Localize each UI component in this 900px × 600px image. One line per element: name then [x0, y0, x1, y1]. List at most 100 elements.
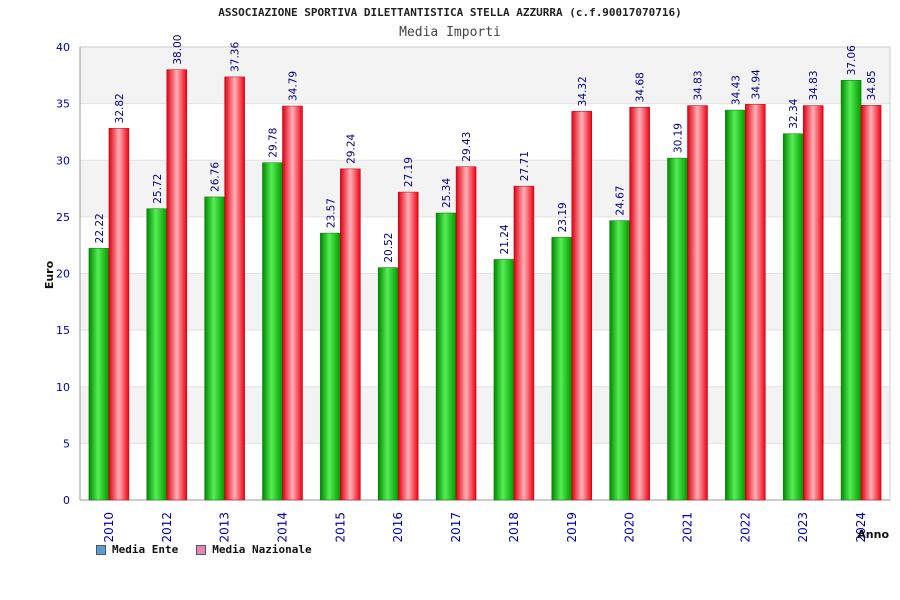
bar-media-nazionale — [513, 185, 535, 501]
bar-media-nazionale — [629, 106, 650, 501]
x-tick-label: 2017 — [449, 512, 463, 543]
legend-label-nazionale: Media Nazionale — [212, 543, 312, 556]
x-tick-label: 2021 — [681, 512, 695, 543]
bar-media-nazionale — [745, 104, 766, 501]
bar-media-nazionale — [860, 105, 882, 501]
data-label: 27.19 — [403, 157, 415, 187]
data-label: 29.43 — [461, 132, 473, 162]
y-tick-label: 30 — [56, 154, 70, 167]
data-label: 25.34 — [441, 178, 453, 208]
grid-band — [80, 386, 890, 444]
legend-swatch-nazionale — [196, 544, 207, 555]
bar-media-ente — [262, 162, 283, 501]
x-tick-label: 2020 — [623, 512, 637, 543]
bar-media-nazionale — [340, 168, 361, 501]
bar-media-ente — [667, 157, 688, 501]
bar-media-ente — [493, 259, 515, 501]
bar-media-ente — [204, 196, 225, 501]
data-label: 22.22 — [94, 213, 106, 243]
x-tick-label: 2013 — [218, 512, 232, 543]
grid-band — [80, 47, 890, 104]
bar-media-ente — [609, 220, 630, 501]
x-tick-label: 2022 — [738, 512, 752, 543]
x-tick-label: 2016 — [391, 512, 405, 543]
data-label: 32.82 — [114, 93, 126, 123]
data-label: 37.06 — [846, 45, 858, 75]
legend-item-nazionale: Media Nazionale — [196, 543, 312, 556]
bar-media-nazionale — [224, 76, 245, 501]
x-tick-label: 2014 — [276, 512, 290, 543]
legend-swatch-ente — [96, 544, 106, 555]
data-label: 23.57 — [325, 198, 337, 228]
grid-band — [80, 443, 890, 500]
x-axis-label: Anno — [857, 528, 889, 541]
data-label: 27.71 — [519, 151, 531, 181]
value-labels: 22.22 32.82 25.72 38.00 26.76 37.36 29.78 34.79… — [94, 35, 878, 263]
y-tick-label: 35 — [56, 98, 70, 111]
bar-media-ente — [840, 80, 862, 501]
x-tick-label: 2019 — [565, 512, 579, 543]
bar-media-nazionale — [802, 105, 824, 501]
legend-label-ente: Media Ente — [112, 543, 179, 556]
y-tick-labels: 0 5 10 15 20 25 30 35 40 — [56, 41, 70, 507]
data-label: 32.34 — [788, 98, 800, 128]
chart-subtitle: Media Importi — [399, 25, 501, 40]
y-tick-label: 25 — [56, 211, 70, 224]
bar-media-nazionale — [282, 105, 303, 501]
bar-media-nazionale — [687, 105, 708, 501]
grid-band — [80, 330, 890, 387]
y-tick-label: 0 — [63, 494, 70, 507]
y-axis-label: Euro — [43, 260, 56, 289]
x-tick-label: 2010 — [102, 512, 116, 543]
data-label: 38.00 — [172, 35, 184, 65]
y-tick-label: 5 — [63, 437, 70, 450]
bar-media-nazionale — [108, 128, 130, 501]
data-label: 34.79 — [288, 71, 300, 101]
bar-media-ente — [551, 237, 573, 501]
data-label: 34.43 — [730, 75, 742, 105]
bar-media-ente — [377, 267, 399, 501]
x-tick-label: 2018 — [507, 512, 521, 543]
data-label: 29.78 — [268, 128, 280, 158]
data-label: 20.52 — [383, 233, 395, 263]
x-tick-label: 2012 — [160, 512, 174, 543]
bar-media-ente — [146, 208, 168, 501]
data-label: 37.36 — [230, 42, 242, 72]
data-label: 34.68 — [635, 72, 647, 102]
data-label: 34.83 — [808, 70, 820, 100]
grid-band — [80, 103, 890, 161]
bar-media-nazionale — [455, 166, 477, 501]
x-tick-labels: 2010 2012 2013 2014 2015 2016 2017 2018 2019 2020… — [102, 512, 868, 543]
data-label: 30.19 — [673, 123, 685, 153]
bars — [88, 69, 882, 501]
x-tick-label: 2023 — [796, 512, 810, 543]
grid-band — [80, 160, 890, 217]
bar-media-ente — [725, 109, 746, 501]
bar-media-ente — [435, 212, 457, 501]
data-label: 21.24 — [499, 224, 511, 254]
data-label: 34.83 — [693, 70, 705, 100]
data-label: 23.19 — [557, 202, 569, 232]
legend: Media Ente Media Nazionale — [96, 543, 312, 556]
x-tick-label: 2024 — [854, 512, 868, 543]
bar-media-nazionale — [571, 111, 593, 501]
grid-band — [80, 273, 890, 331]
data-label: 34.32 — [577, 76, 589, 106]
y-tick-label: 15 — [56, 324, 70, 337]
data-label: 26.76 — [210, 162, 222, 192]
bar-media-nazionale — [166, 69, 188, 501]
bar-media-ente — [88, 248, 110, 501]
y-tick-label: 10 — [56, 381, 70, 394]
data-label: 34.94 — [750, 69, 762, 99]
data-label: 34.85 — [866, 70, 878, 100]
data-label: 29.24 — [345, 133, 357, 163]
x-tick-label: 2015 — [333, 512, 347, 543]
data-label: 24.67 — [615, 186, 627, 216]
bar-media-ente — [782, 133, 804, 501]
grid-band — [80, 216, 890, 274]
legend-item-ente: Media Ente — [96, 543, 178, 556]
y-tick-label: 40 — [56, 41, 70, 54]
bar-media-ente — [320, 232, 341, 501]
y-tick-label: 20 — [56, 268, 70, 281]
